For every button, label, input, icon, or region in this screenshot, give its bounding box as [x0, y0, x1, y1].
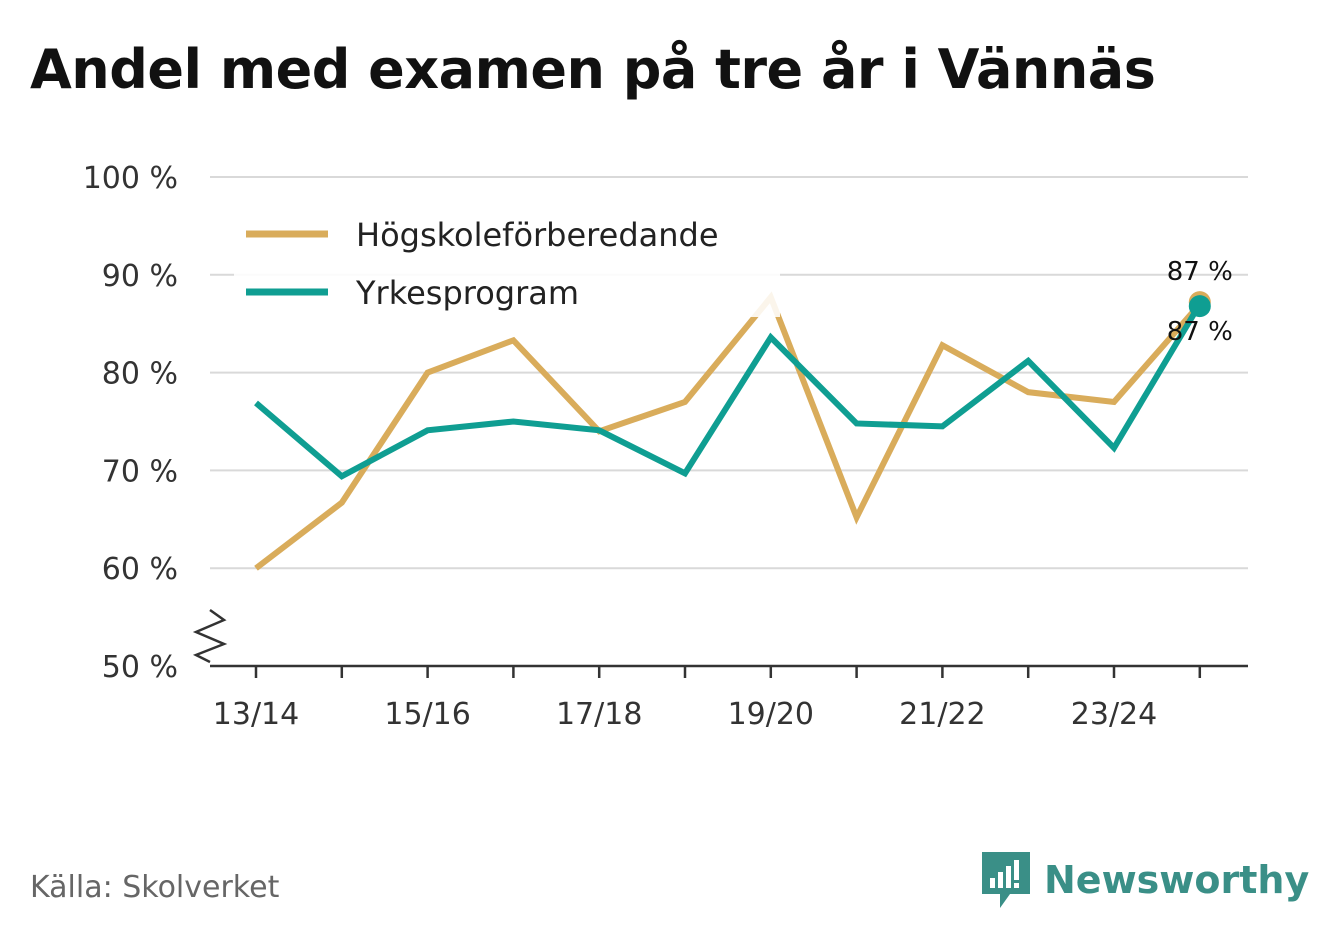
y-tick-label: 100 % — [83, 161, 178, 196]
x-tick-label: 23/24 — [1071, 697, 1157, 732]
y-tick-label: 50 % — [102, 650, 178, 685]
x-tick-label: 17/18 — [556, 697, 642, 732]
y-tick-label: 80 % — [102, 357, 178, 392]
y-tick-label: 70 % — [102, 454, 178, 489]
end-label-1: 87 % — [1167, 257, 1233, 287]
y-tick-label: 90 % — [102, 259, 178, 294]
x-tick-label: 19/20 — [728, 697, 814, 732]
series-line-1 — [254, 291, 1203, 571]
x-tick-label: 15/16 — [384, 697, 470, 732]
end-label-2: 87 % — [1167, 317, 1233, 347]
end-marker-2 — [1188, 295, 1211, 318]
brand-logo: Newsworthy — [980, 850, 1309, 910]
series-line-2 — [254, 302, 1203, 480]
legend-label-1: Högskoleförberedande — [356, 216, 719, 254]
legend: Högskoleförberedande Yrkesprogram — [234, 205, 780, 317]
source-note: Källa: Skolverket — [30, 870, 280, 905]
chart-title: Andel med examen på tre år i Vännäs — [30, 38, 1156, 101]
x-tick-label: 13/14 — [213, 697, 299, 732]
axes: 50 % 60 % 70 % 80 % 90 % 100 % 13/14 15/16 17/18… — [83, 161, 1248, 732]
x-tick-label: 21/22 — [899, 697, 985, 732]
data-labels: 87 % 87 % — [1167, 257, 1233, 347]
legend-background — [234, 205, 780, 317]
y-tick-label: 60 % — [102, 552, 178, 587]
brand-name: Newsworthy — [1044, 858, 1310, 902]
legend-label-2: Yrkesprogram — [355, 274, 579, 312]
series-lines — [254, 291, 1211, 571]
axis-break-icon — [192, 608, 228, 664]
newsworthy-logo-icon — [982, 852, 1030, 908]
